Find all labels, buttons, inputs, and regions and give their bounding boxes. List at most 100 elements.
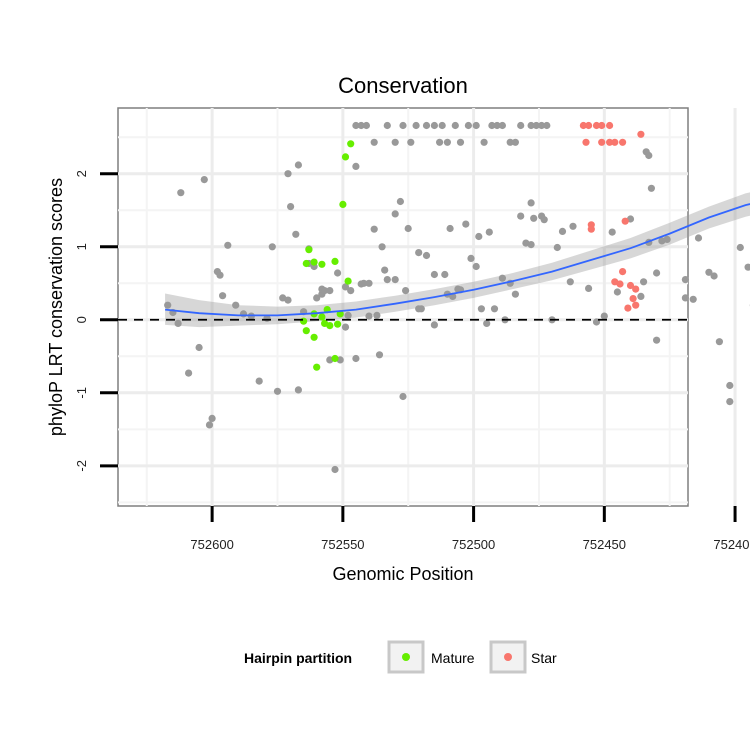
data-point [391,276,399,284]
star-data-point [598,121,606,130]
y-axis: -2 -1 0 1 2 [74,170,118,472]
data-point [294,161,302,169]
star-data-point [592,121,601,130]
data-point [284,170,292,178]
y-tick-label: -2 [74,460,89,472]
data-point [517,121,525,130]
data-point [488,121,496,130]
data-point [527,241,535,249]
data-point [538,121,546,130]
x-axis: 752600 752550 752500 752450 752400 [190,506,750,552]
data-point [255,377,263,385]
data-point [540,216,548,224]
data-point [360,279,368,287]
data-point [373,311,381,319]
data-point [422,251,431,260]
star-data-point [624,304,632,312]
data-point [404,224,412,233]
data-point [268,243,276,251]
data-point [527,121,535,130]
data-point [357,121,365,130]
data-point [292,230,300,238]
data-point [543,121,551,130]
data-point [498,121,506,130]
y-tick-label: -1 [74,387,89,399]
mature-data-point [347,140,355,148]
data-point [726,398,734,406]
x-tick-label: 752400 [713,537,750,552]
x-tick-label: 752500 [452,537,495,552]
star-data-point [632,301,640,309]
data-point [517,212,525,220]
star-data-point [579,121,588,130]
data-point [653,336,661,344]
y-tick-label: 1 [74,243,89,250]
data-point [352,121,360,130]
mature-data-point [331,354,339,363]
star-data-point [582,138,590,146]
data-point [472,121,480,130]
data-point [284,296,292,304]
data-point [391,138,399,146]
data-point [446,224,454,233]
data-point [344,311,352,319]
data-point [391,210,399,218]
mature-data-point [313,363,321,371]
data-point [273,387,282,395]
data-point [331,465,339,474]
data-point [200,176,208,184]
data-point [467,254,475,262]
star-data-point [587,225,595,233]
data-point [600,312,608,320]
data-point [451,121,459,130]
data-point [637,292,645,300]
mature-data-point [331,257,339,265]
data-point [569,222,577,230]
data-point [407,138,415,146]
data-point [498,274,506,282]
data-point [689,295,697,303]
data-point [443,138,451,146]
data-point [705,268,713,276]
data-point [608,228,616,236]
data-point [205,421,214,429]
data-point [412,121,420,130]
chart-title: Conservation [338,73,468,98]
data-point [219,292,227,300]
data-point [456,138,465,146]
data-point [464,121,472,130]
legend-mature-dot [402,653,410,661]
data-point [164,301,172,309]
data-point [710,272,718,280]
mature-data-point [344,277,352,285]
mature-data-point [305,246,313,254]
x-tick-label: 752600 [190,537,233,552]
mature-data-point [326,322,334,330]
data-point [216,271,224,279]
data-point [195,343,203,352]
data-point [177,189,185,197]
mature-data-point [310,333,318,341]
data-point [511,290,519,298]
data-point [287,203,295,211]
data-point [430,121,438,130]
star-data-point [619,138,627,146]
legend-title: Hairpin partition [244,650,352,666]
mature-data-point [310,258,318,266]
data-point [347,287,355,295]
confidence-band-layer [165,192,750,328]
data-point [527,199,535,207]
data-point [472,262,480,271]
star-data-point [598,138,606,146]
data-point [438,121,446,130]
data-point [341,323,350,331]
data-point [532,121,540,130]
x-tick-label: 752450 [583,537,626,552]
y-tick-label: 0 [74,316,89,323]
data-point [341,283,350,291]
major-gridlines [118,108,737,506]
star-data-point [629,295,637,303]
data-point [485,228,493,236]
data-point [645,151,653,160]
